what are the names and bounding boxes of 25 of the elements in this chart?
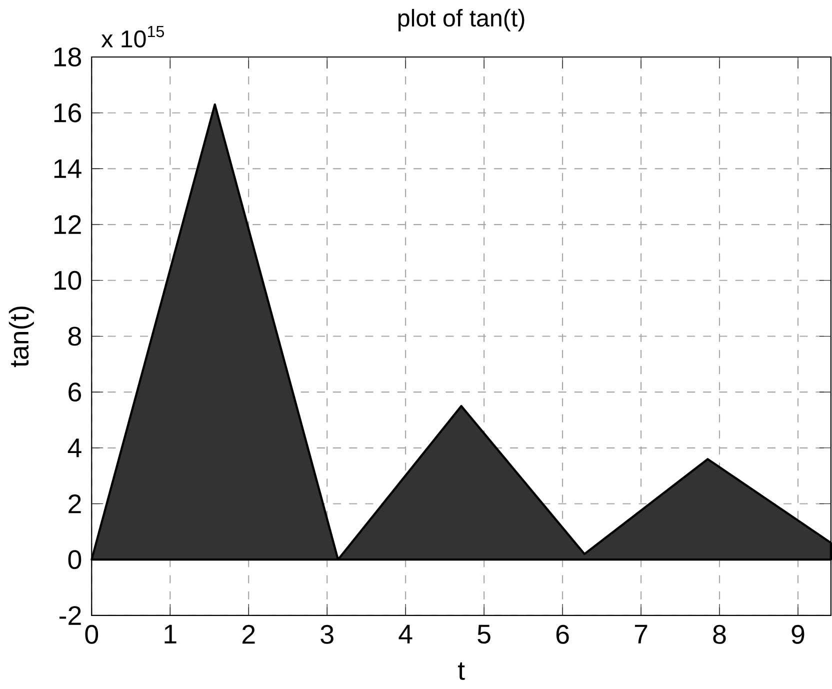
x-tick-label: 3 [320,625,334,644]
text: x 10$^{15}$ [101,26,164,48]
chart-title: plot of tan(t) [398,9,524,32]
x-tick-label: 4 [398,625,412,644]
x-axis-title: t [458,662,465,680]
y-tick-label: 12 [54,215,81,234]
y-tick-label: 18 [54,48,82,67]
y-tick-label: 6 [68,382,82,402]
x-tick-label: 2 [242,625,255,644]
x-tick-label: 0 [85,625,98,644]
x-tick-label: 5 [478,625,490,644]
y-tick-label: 4 [68,438,82,458]
y-tick-label: 8 [68,326,82,346]
y-tick-label: 0 [68,550,82,570]
y-axis-title: tan(t) [8,306,34,368]
y-tick-label: 10 [54,270,82,290]
x-tick-label: 9 [792,625,804,644]
x-tick-label: 8 [713,625,726,644]
y-tick-label: 16 [54,103,82,122]
y-tick-label: 14 [54,160,82,178]
x-tick-label: 6 [556,625,569,644]
x-tick-label: 1 [164,625,176,644]
x-tick-label: 7 [634,625,648,644]
y-tick-label: 2 [68,494,81,514]
y-tick-label: -2 [60,606,81,625]
